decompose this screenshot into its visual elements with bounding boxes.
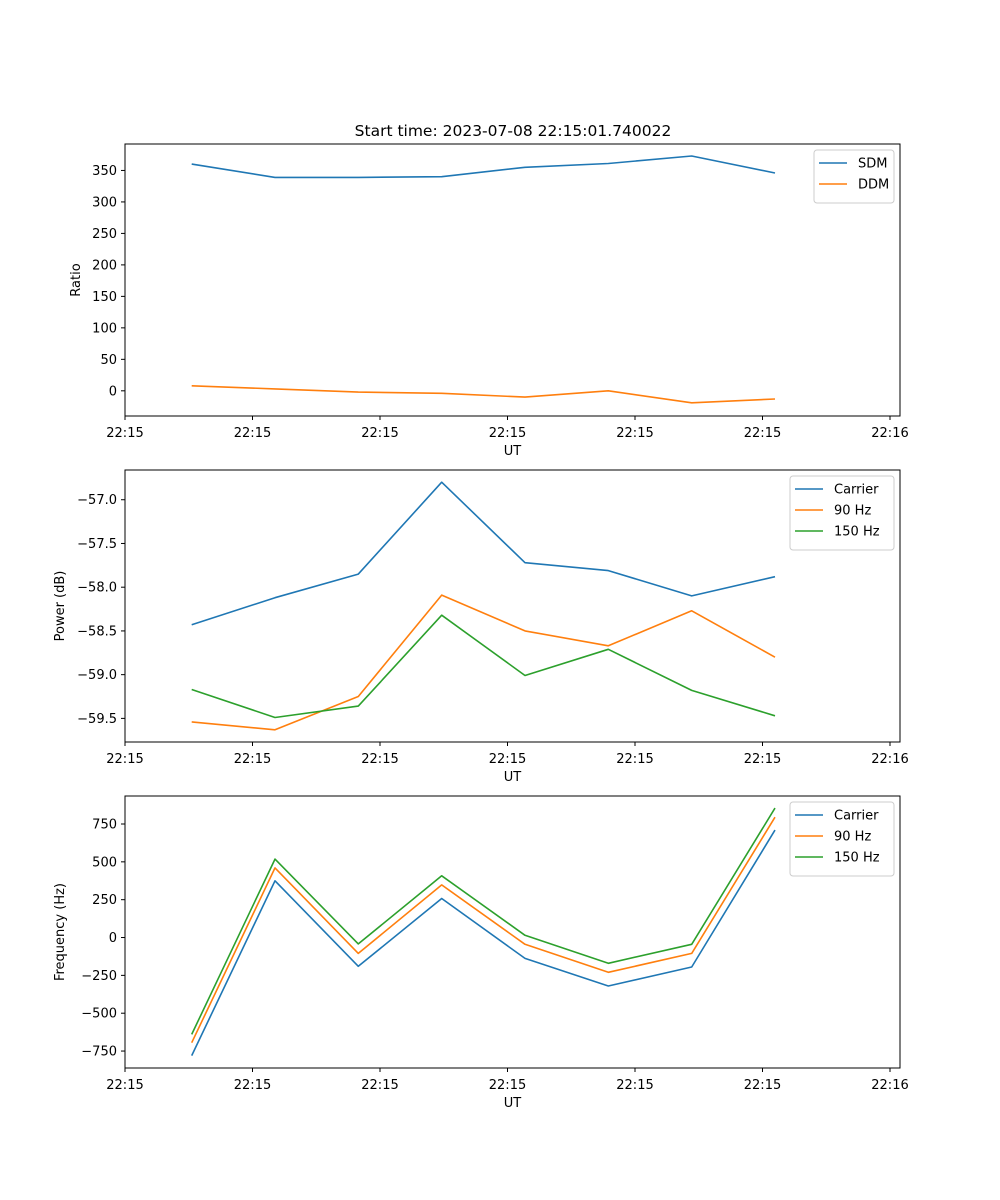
x-tick-label: 22:16 [871,1078,908,1093]
y-axis-label: Frequency (Hz) [53,883,68,981]
legend: Carrier 90 Hz 150 Hz [789,475,895,551]
legend-label: SDM [858,157,887,172]
y-tick-label: 750 [92,818,117,833]
series-line-150-hz [191,614,776,719]
x-tick-label: 22:15 [489,1078,526,1093]
legend-label: 150 Hz [834,525,880,540]
series-line-ddm [191,385,776,404]
y-tick-label: −250 [81,969,117,984]
y-axis-label: Power (dB) [53,571,68,642]
series-line-sdm [191,155,776,179]
legend-label: DDM [858,178,889,193]
subplot-3: 22:15 22:15 22:15 22:15 22:15 22:15 22:16 −750 −… [53,795,909,1111]
y-tick-label: 300 [92,195,117,210]
x-tick-label: 22:15 [489,426,526,441]
y-tick-label: −58.0 [77,581,117,596]
y-tick-label: 0 [109,931,117,946]
x-tick-label: 22:15 [234,752,271,767]
x-tick-label: 22:15 [489,752,526,767]
y-tick-label: −59.0 [77,668,117,683]
axes-frame [124,469,901,743]
legend-label: 150 Hz [834,851,880,866]
y-tick-label: 150 [92,290,117,305]
x-tick-label: 22:15 [744,752,781,767]
x-axis-label: UT [504,444,522,459]
series-line-carrier [191,481,776,626]
x-tick-label: 22:15 [616,752,653,767]
x-tick-label: 22:15 [234,1078,271,1093]
y-tick-label: 250 [92,893,117,908]
y-tick-label: 100 [92,321,117,336]
y-axis-label: Ratio [69,263,84,296]
x-axis-label: UT [504,1096,522,1111]
y-tick-label: 250 [92,227,117,242]
legend-label: 90 Hz [834,830,871,845]
x-tick-label: 22:15 [106,426,143,441]
x-tick-label: 22:15 [361,426,398,441]
y-tick-label: 500 [92,855,117,870]
legend-label: 90 Hz [834,504,871,519]
x-tick-label: 22:15 [744,426,781,441]
x-tick-label: 22:15 [361,752,398,767]
subplot-1: 22:15 22:15 22:15 22:15 22:15 22:15 22:16 0 50 10… [69,143,909,459]
x-tick-label: 22:15 [106,752,143,767]
x-tick-label: 22:15 [361,1078,398,1093]
x-axis-label: UT [504,770,522,785]
chart-title: Start time: 2023-07-08 22:15:01.740022 [355,122,672,140]
y-tick-label: −750 [81,1045,117,1060]
x-tick-label: 22:15 [234,426,271,441]
subplot-2: 22:15 22:15 22:15 22:15 22:15 22:15 22:16 −59.5… [53,469,909,785]
x-tick-label: 22:15 [744,1078,781,1093]
subplots: 22:15 22:15 22:15 22:15 22:15 22:15 22:16 0 50 10… [53,143,909,1111]
series-line-90-hz [191,594,776,731]
series-line-150-hz [190,807,776,1035]
x-tick-label: 22:15 [616,1078,653,1093]
y-tick-label: 50 [100,353,117,368]
x-tick-label: 22:15 [106,1078,143,1093]
legend: SDM DDM [813,149,895,204]
y-tick-label: −500 [81,1007,117,1022]
legend-label: Carrier [834,809,879,824]
series-line-90-hz [190,816,776,1044]
axes-frame [124,795,901,1069]
y-tick-label: 0 [109,384,117,399]
y-tick-label: 350 [92,164,117,179]
x-tick-label: 22:15 [616,426,653,441]
legend-label: Carrier [834,483,879,498]
series-line-carrier [190,829,776,1056]
legend: Carrier 90 Hz 150 Hz [789,801,895,877]
y-tick-label: −57.5 [77,537,117,552]
y-tick-label: 200 [92,258,117,273]
x-tick-label: 22:16 [871,752,908,767]
axes-frame [124,143,901,417]
y-tick-label: −57.0 [77,493,117,508]
x-tick-label: 22:16 [871,426,908,441]
y-tick-label: −59.5 [77,712,117,727]
y-tick-label: −58.5 [77,624,117,639]
